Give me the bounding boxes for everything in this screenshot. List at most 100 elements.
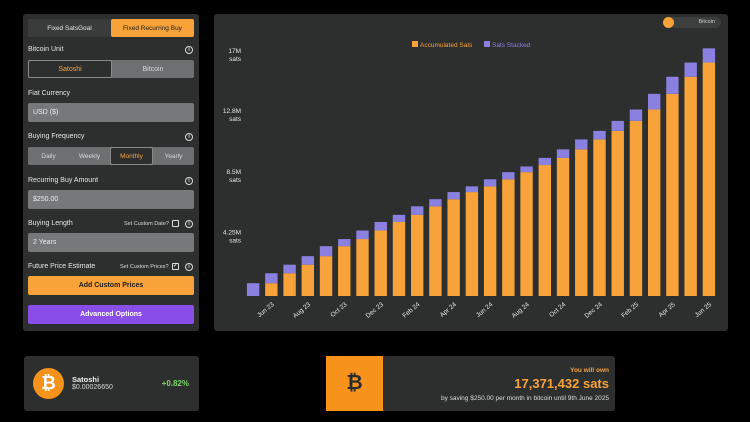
mode-toggle: Fixed SatsGoal Fixed Recurring Buy <box>28 19 194 37</box>
bar-accumulated-6 <box>356 239 369 296</box>
summary-description: by saving $250.00 per month in bitcoin u… <box>440 395 609 402</box>
tab-fixed-satsgoal[interactable]: Fixed SatsGoal <box>47 24 92 32</box>
y-tick-unit-2: sats <box>229 116 242 123</box>
set-custom-prices-label: Set Custom Prices? <box>120 264 169 270</box>
bar-stacked-3 <box>301 256 315 265</box>
bar-stacked-12 <box>465 186 479 193</box>
bar-stacked-8 <box>392 214 406 222</box>
buying-length-label: Buying Length <box>28 220 73 227</box>
x-tick-label-11: Apr 25 <box>658 301 677 319</box>
fiat-currency-label: Fiat Currency <box>28 90 71 97</box>
x-tick-label-2: Oct 23 <box>329 301 348 319</box>
buying-frequency-toggle: Daily Weekly Monthly Yearly <box>28 147 194 165</box>
x-tick-label-8: Oct 24 <box>548 301 567 319</box>
unit-option-bitcoin[interactable]: Bitcoin <box>142 65 164 73</box>
result-summary-card: ₿ You will own 17,371,432 sats by saving… <box>326 356 615 411</box>
future-price-label: Future Price Estimate <box>28 263 96 270</box>
buying-frequency-label: Buying Frequency <box>28 133 85 140</box>
bar-accumulated-18 <box>575 149 588 296</box>
bar-accumulated-25 <box>702 62 716 297</box>
buying-frequency-info-icon[interactable]: i <box>185 133 193 141</box>
toggle-knob[interactable] <box>663 17 674 28</box>
bitcoin-unit-label: Bitcoin Unit <box>28 46 64 53</box>
y-tick-label-3: 17M <box>228 48 241 55</box>
bar-stacked-2 <box>283 264 296 274</box>
bar-accumulated-24 <box>684 76 697 296</box>
recurring-amount-label: Recurring Buy Amount <box>28 177 99 184</box>
bar-stacked-0 <box>246 283 260 296</box>
legend-label-1: Sats Stacked <box>492 42 531 49</box>
bar-stacked-1 <box>265 273 278 284</box>
bar-stacked-13 <box>483 179 497 187</box>
bar-stacked-6 <box>356 230 369 240</box>
fiat-currency-select[interactable]: USD ($) <box>28 103 194 122</box>
price-ticker-card: ₿ Satoshi $0.00026650 +0.82% <box>24 356 199 411</box>
bar-stacked-16 <box>538 157 552 166</box>
legend-swatch-1 <box>484 41 490 47</box>
x-tick-label-5: Apr 24 <box>439 301 458 319</box>
bitcoin-view-toggle[interactable]: Bitcoin <box>663 17 721 28</box>
ticker-price: $0.00026650 <box>72 384 113 391</box>
bar-accumulated-17 <box>556 157 570 296</box>
bar-stacked-19 <box>593 130 606 140</box>
bitcoin-unit-toggle: Satoshi Bitcoin <box>28 60 194 78</box>
bar-accumulated-21 <box>629 120 643 296</box>
bar-accumulated-16 <box>538 165 552 296</box>
chart-panel: Accumulated Sats Sats Stacked 4.25M sats 8.5… <box>214 14 728 331</box>
y-tick-unit-0: sats <box>229 238 242 245</box>
bar-accumulated-12 <box>465 192 479 296</box>
x-tick-label-0: Jun 23 <box>256 301 276 319</box>
y-tick-unit-1: sats <box>229 177 242 184</box>
bar-stacked-24 <box>684 62 697 77</box>
bar-accumulated-15 <box>520 172 533 296</box>
ticker-change: +0.82% <box>161 379 189 388</box>
add-custom-prices-button[interactable]: Add Custom Prices <box>28 276 194 295</box>
bar-accumulated-4 <box>319 256 333 296</box>
tab-fixed-recurring-buy[interactable]: Fixed Recurring Buy <box>111 19 194 37</box>
bar-accumulated-14 <box>502 179 515 296</box>
bar-accumulated-5 <box>338 246 351 296</box>
bar-accumulated-1 <box>265 283 278 296</box>
x-tick-label-6: Jun 24 <box>475 301 495 319</box>
advanced-options-button[interactable]: Advanced Options <box>28 305 194 324</box>
bar-accumulated-9 <box>410 214 424 296</box>
custom-prices-checkbox[interactable]: ✓ <box>172 263 179 270</box>
summary-amount-value: 17,371,432 <box>514 376 580 391</box>
frequency-option-monthly[interactable]: Monthly <box>110 147 153 165</box>
settings-panel: Fixed SatsGoal Fixed Recurring Buy Bitco… <box>23 14 199 331</box>
summary-amount: 17,371,432 sats <box>514 376 609 391</box>
x-tick-label-3: Dec 23 <box>365 301 386 320</box>
bar-stacked-22 <box>647 93 661 110</box>
recurring-amount-info-icon[interactable]: i <box>185 177 193 185</box>
bar-stacked-14 <box>502 172 515 180</box>
bar-stacked-18 <box>575 139 588 150</box>
x-tick-label-12: Jun 25 <box>694 301 714 319</box>
bitcoin-unit-info-icon[interactable]: i <box>185 46 193 54</box>
bar-accumulated-11 <box>447 199 460 296</box>
bar-stacked-21 <box>629 109 643 121</box>
frequency-option-yearly[interactable]: Yearly <box>164 152 183 160</box>
buying-length-select[interactable]: 2 Years <box>28 233 194 252</box>
buying-length-info-icon[interactable]: i <box>185 220 193 228</box>
frequency-option-weekly[interactable]: Weekly <box>78 152 101 160</box>
bar-accumulated-19 <box>593 139 606 296</box>
legend-label-0: Accumulated Sats <box>420 42 473 49</box>
bar-accumulated-7 <box>374 230 387 296</box>
frequency-option-daily[interactable]: Daily <box>41 152 56 160</box>
set-custom-date-label: Set Custom Date? <box>124 221 169 227</box>
custom-date-checkbox[interactable] <box>172 220 179 227</box>
bar-accumulated-10 <box>429 206 442 296</box>
summary-amount-unit: sats <box>582 376 609 391</box>
summary-title: You will own <box>570 367 609 374</box>
x-tick-label-7: Aug 24 <box>511 301 532 320</box>
future-price-info-icon[interactable]: i <box>185 263 193 271</box>
bar-stacked-17 <box>556 149 570 158</box>
ticker-name: Satoshi <box>72 375 100 384</box>
bar-stacked-15 <box>520 166 533 173</box>
x-tick-label-10: Feb 25 <box>620 301 640 320</box>
unit-option-satoshi[interactable]: Satoshi <box>28 60 112 78</box>
recurring-amount-input[interactable]: $250.00 <box>28 190 194 209</box>
bar-stacked-20 <box>611 120 624 131</box>
x-tick-label-9: Dec 24 <box>583 301 604 320</box>
bitcoin-symbol-icon: ₿ <box>326 356 383 411</box>
